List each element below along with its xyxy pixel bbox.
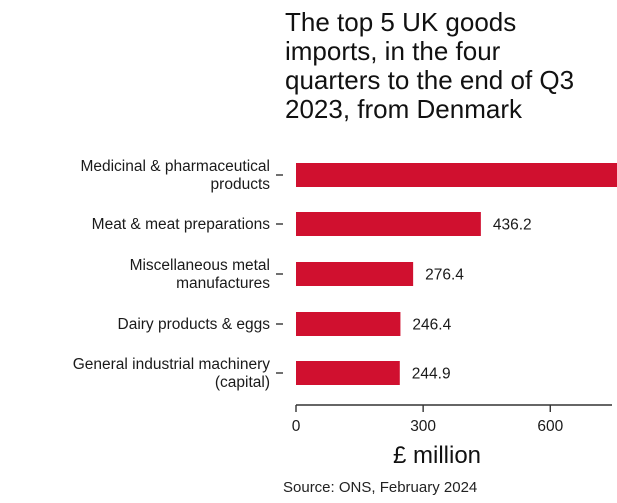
category-label: (capital) bbox=[215, 374, 270, 391]
category-label: Medicinal & pharmaceutical bbox=[80, 158, 270, 175]
x-axis-title: £ million bbox=[393, 442, 481, 469]
value-label: 276.4 bbox=[425, 267, 464, 284]
category-label: General industrial machinery bbox=[73, 356, 271, 373]
value-label: 436.2 bbox=[493, 217, 532, 234]
bar bbox=[296, 163, 617, 187]
chart-title-line: The top 5 UK goods bbox=[285, 7, 517, 37]
category-label: products bbox=[211, 176, 271, 193]
x-tick-label: 300 bbox=[410, 418, 436, 435]
category-label: Dairy products & eggs bbox=[118, 316, 271, 333]
chart-title-line: 2023, from Denmark bbox=[285, 94, 522, 124]
chart-title-line: imports, in the four bbox=[285, 36, 501, 66]
bar bbox=[296, 212, 481, 236]
bar bbox=[296, 312, 401, 336]
source-note: Source: ONS, February 2024 bbox=[283, 479, 478, 496]
value-label: 244.9 bbox=[412, 366, 451, 383]
category-label: manufactures bbox=[176, 275, 270, 292]
chart-title-line: quarters to the end of Q3 bbox=[285, 65, 575, 95]
category-label: Miscellaneous metal bbox=[130, 257, 270, 274]
x-tick-label: 600 bbox=[537, 418, 563, 435]
x-tick-label: 0 bbox=[292, 418, 301, 435]
category-label: Meat & meat preparations bbox=[92, 216, 271, 233]
value-label: 246.4 bbox=[412, 317, 451, 334]
bar bbox=[296, 361, 400, 385]
bar bbox=[296, 262, 414, 286]
